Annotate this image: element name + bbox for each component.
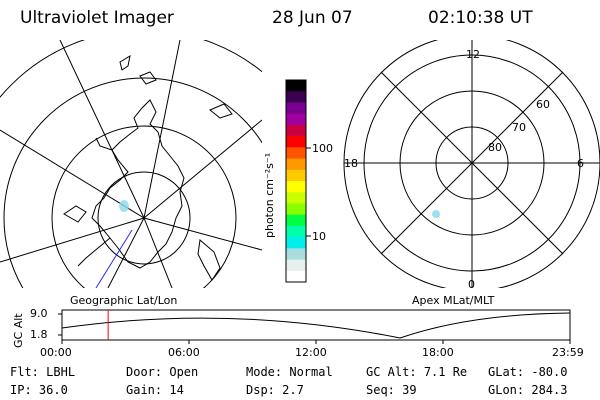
info-dsp: Dsp: 2.7 xyxy=(246,383,304,397)
info-gc-alt: GC Alt: 7.1 Re xyxy=(366,365,468,379)
colorbar-unit-label: photon cm⁻²s⁻¹ xyxy=(263,152,276,238)
colorbar-cell xyxy=(286,214,306,227)
mlt-label-left: 18 xyxy=(344,157,358,170)
instrument-title: Ultraviolet Imager xyxy=(20,8,174,28)
antarctic-peninsula xyxy=(77,237,111,267)
colorbar xyxy=(285,79,311,283)
south-america-coast xyxy=(119,54,131,71)
mlat-label-80: 80 xyxy=(488,141,502,154)
timeline-ytick-1-8: 1.8 xyxy=(30,328,48,341)
colorbar-cell xyxy=(286,169,306,182)
colorbar-cell xyxy=(286,181,306,193)
colorbar-cell xyxy=(286,80,306,92)
colorbar-cell xyxy=(286,102,306,115)
timeline-ylabel: GC Alt xyxy=(12,313,25,348)
timeline-xtick-2: 12:00 xyxy=(295,346,327,359)
colorbar-cell xyxy=(286,225,306,238)
colorbar-cell xyxy=(286,158,306,171)
info-door: Door: Open xyxy=(126,365,199,379)
info-seq: Seq: 39 xyxy=(366,383,417,397)
colorbar-tick-100: 100 xyxy=(312,142,333,155)
mlt-label-right: 6 xyxy=(577,157,584,170)
timeline-xtick-4: 23:59 xyxy=(552,346,584,359)
timeline-panel xyxy=(58,309,571,344)
info-glon: GLon: 284.3 xyxy=(488,383,568,397)
geo-map-label: Geographic Lat/Lon xyxy=(70,294,178,307)
info-ip: IP: 36.0 xyxy=(10,383,68,397)
apex-map-label: Apex MLat/MLT xyxy=(412,294,495,307)
colorbar-cell xyxy=(286,259,306,272)
colorbar-cell xyxy=(286,270,306,283)
antarctica-coastline xyxy=(91,99,185,269)
apex-polar-plot xyxy=(343,40,600,288)
timeline-xtick-0: 00:00 xyxy=(40,346,72,359)
mlat-label-70: 70 xyxy=(512,121,526,134)
altitude-curve xyxy=(61,312,571,339)
info-mode: Mode: Normal xyxy=(246,365,333,379)
colorbar-cell xyxy=(286,124,306,137)
colorbar-cell xyxy=(286,237,306,249)
info-glat: GLat: -80.0 xyxy=(488,365,568,379)
timeline-ytick-9: 9.0 xyxy=(30,307,48,320)
info-gain: Gain: 14 xyxy=(126,383,184,397)
colorbar-cell xyxy=(286,113,306,126)
apex-auroral-spot xyxy=(432,210,440,218)
timeline-xtick-1: 06:00 xyxy=(168,346,200,359)
geographic-map xyxy=(0,40,262,288)
mlt-label-top: 12 xyxy=(466,48,480,61)
mlat-label-60: 60 xyxy=(536,98,550,111)
colorbar-cell xyxy=(286,203,306,216)
colorbar-cell xyxy=(286,147,306,160)
auroral-spot xyxy=(119,200,129,212)
colorbar-cell xyxy=(286,136,306,148)
time-label: 02:10:38 UT xyxy=(428,8,533,28)
colorbar-tick-10: 10 xyxy=(312,230,326,243)
info-flt: Flt: LBHL xyxy=(10,365,76,379)
colorbar-cell xyxy=(286,248,306,261)
colorbar-cell xyxy=(286,192,306,205)
date-label: 28 Jun 07 xyxy=(272,8,353,28)
mlt-label-bottom: 0 xyxy=(468,278,475,291)
spacecraft-track-line xyxy=(95,229,133,289)
timeline-xtick-3: 18:00 xyxy=(422,346,454,359)
colorbar-cell xyxy=(286,91,306,104)
